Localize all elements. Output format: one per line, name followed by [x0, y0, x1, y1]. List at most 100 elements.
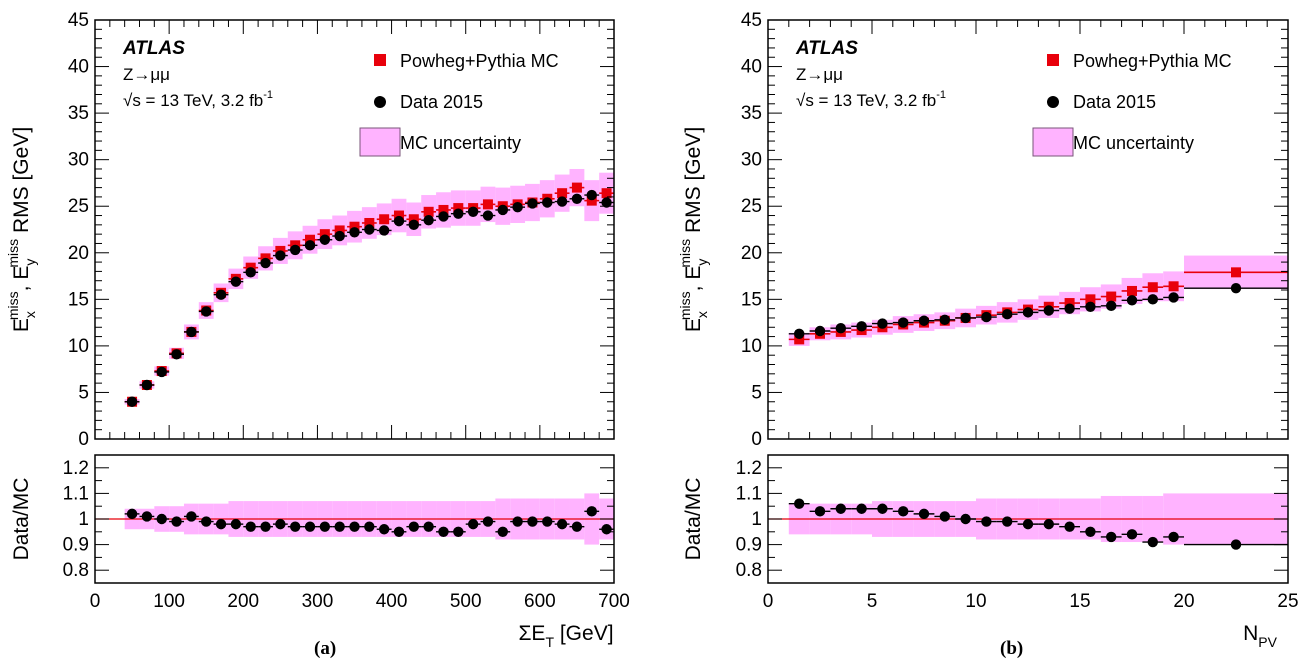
ratio-marker: [215, 518, 227, 530]
ratio-marker: [814, 506, 826, 517]
ratio-tick-label: 1.2: [736, 458, 762, 479]
y-tick-label: 10: [741, 336, 762, 357]
ratio-y-axis-label: Data/MC: [682, 478, 705, 561]
mc-marker: [379, 214, 390, 225]
y-label-rms: RMS [GeV]: [682, 127, 705, 239]
ratio-tick-label: 0.8: [63, 560, 89, 581]
legend-unc-label: MC uncertainty: [1073, 133, 1194, 153]
y-label-ey-sub: y: [694, 259, 710, 266]
lumi-exponent: -1: [936, 89, 946, 101]
data-marker: [1147, 294, 1159, 305]
ratio-marker: [201, 516, 212, 527]
ratio-marker: [438, 526, 449, 537]
y-axis-label: Exmiss, Eymiss RMS [GeV]: [677, 127, 710, 332]
y-tick-label: 35: [741, 103, 762, 124]
y-tick-label: 20: [68, 243, 89, 264]
y-label-ey: , E: [10, 266, 33, 292]
data-marker: [542, 197, 553, 208]
y-axis-label: Exmiss, Eymiss RMS [GeV]: [5, 127, 38, 332]
x-label-sub: PV: [1258, 634, 1277, 650]
data-marker: [156, 366, 167, 378]
data-marker: [438, 211, 449, 222]
legend-data-marker: [374, 96, 386, 108]
ratio-marker: [260, 521, 271, 532]
data-marker: [1126, 295, 1138, 306]
ratio-y-axis-label: Data/MC: [10, 478, 33, 561]
data-marker: [527, 198, 538, 209]
y-tick-label: 25: [741, 196, 762, 217]
x-tick-label: 700: [598, 591, 630, 612]
panel-b-caption: (b): [1000, 638, 1024, 659]
y-tick-label: 40: [741, 57, 762, 78]
x-label-unit: [GeV]: [554, 622, 614, 645]
data-marker: [408, 219, 420, 231]
y-tick-label: 40: [68, 57, 89, 78]
legend-mc-label: Powheg+Pythia MC: [400, 51, 559, 71]
y-tick-label: 20: [741, 243, 762, 264]
data-marker: [981, 311, 992, 323]
y-tick-label: 15: [68, 289, 89, 310]
data-marker: [378, 225, 390, 236]
legend-unc-label: MC uncertainty: [400, 133, 521, 153]
y-label-ex: E: [682, 318, 705, 332]
main-plot-area: [768, 20, 1288, 439]
ratio-marker: [1043, 518, 1055, 530]
mc-marker: [319, 229, 330, 240]
y-tick-label: 25: [68, 196, 89, 217]
x-tick-label: 600: [524, 591, 556, 612]
data-marker: [1168, 292, 1179, 303]
y-label-ex-sub: x: [694, 311, 710, 318]
ratio-marker: [512, 516, 523, 527]
legend-data-marker: [1047, 96, 1059, 108]
data-marker: [186, 326, 197, 338]
ratio-marker: [794, 498, 805, 509]
y-tick-label: 30: [741, 150, 762, 171]
x-tick-label: 5: [867, 591, 878, 612]
panel-a-caption: (a): [314, 638, 337, 659]
data-marker: [260, 257, 271, 269]
ratio-marker: [1085, 526, 1096, 537]
y-tick-label: 30: [68, 150, 89, 171]
ratio-marker: [319, 521, 331, 532]
ratio-marker: [349, 521, 360, 532]
data-marker: [918, 315, 930, 326]
data-marker: [939, 314, 950, 326]
mc-marker: [1231, 267, 1241, 278]
data-marker: [794, 328, 805, 339]
y-tick-label: 10: [68, 336, 89, 357]
data-marker: [201, 306, 212, 317]
data-marker: [1064, 303, 1075, 314]
y-tick-label: 0: [751, 429, 762, 450]
ratio-marker: [960, 513, 971, 525]
energy-lumi-label: √s = 13 TeV, 3.2 fb-1: [796, 89, 946, 110]
data-marker: [898, 317, 909, 328]
data-marker: [960, 312, 971, 324]
main-plot-frame: [767, 19, 1289, 440]
atlas-label: ATLAS: [795, 38, 858, 59]
y-label-ex-sub: x: [22, 311, 38, 318]
mc-marker: [438, 204, 449, 215]
ratio-marker: [245, 521, 256, 532]
ratio-marker: [898, 506, 909, 517]
data-marker: [482, 210, 494, 221]
legend-data-label: Data 2015: [400, 92, 483, 112]
data-marker: [1043, 305, 1055, 316]
data-marker: [349, 227, 360, 238]
lumi-exponent: -1: [263, 89, 273, 101]
data-marker: [171, 349, 182, 360]
y-tick-label: 45: [741, 10, 762, 31]
mc-marker: [1106, 291, 1117, 302]
mc-marker: [601, 188, 612, 199]
y-label-ex-sup: miss: [5, 291, 21, 320]
ratio-marker: [171, 516, 182, 527]
data-marker: [1002, 309, 1013, 320]
y-label-ex-sup: miss: [677, 291, 693, 320]
mc-marker: [349, 221, 360, 232]
legend-unc-swatch: [359, 127, 401, 157]
data-marker: [1106, 300, 1117, 312]
x-tick-label: 500: [450, 591, 482, 612]
ratio-marker: [981, 516, 992, 527]
ratio-marker: [423, 521, 434, 532]
